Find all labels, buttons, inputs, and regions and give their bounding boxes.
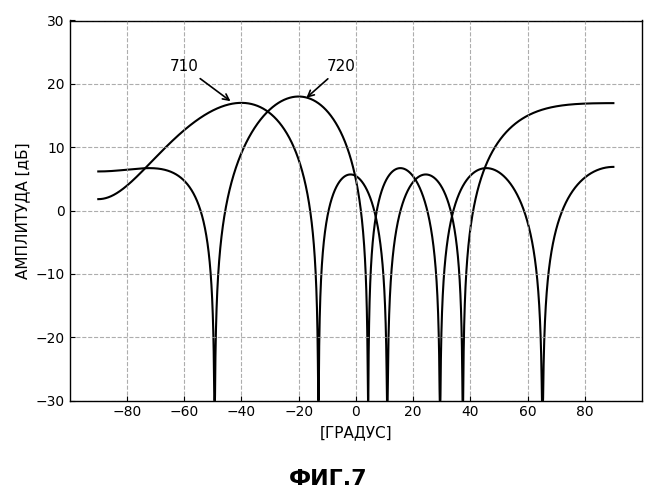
Text: ФИГ.7: ФИГ.7 (289, 469, 368, 489)
Text: 720: 720 (307, 59, 356, 96)
Y-axis label: АМПЛИТУДА [дБ]: АМПЛИТУДА [дБ] (15, 142, 30, 279)
Text: 710: 710 (170, 59, 229, 100)
X-axis label: [ГРАДУС]: [ГРАДУС] (319, 425, 392, 440)
